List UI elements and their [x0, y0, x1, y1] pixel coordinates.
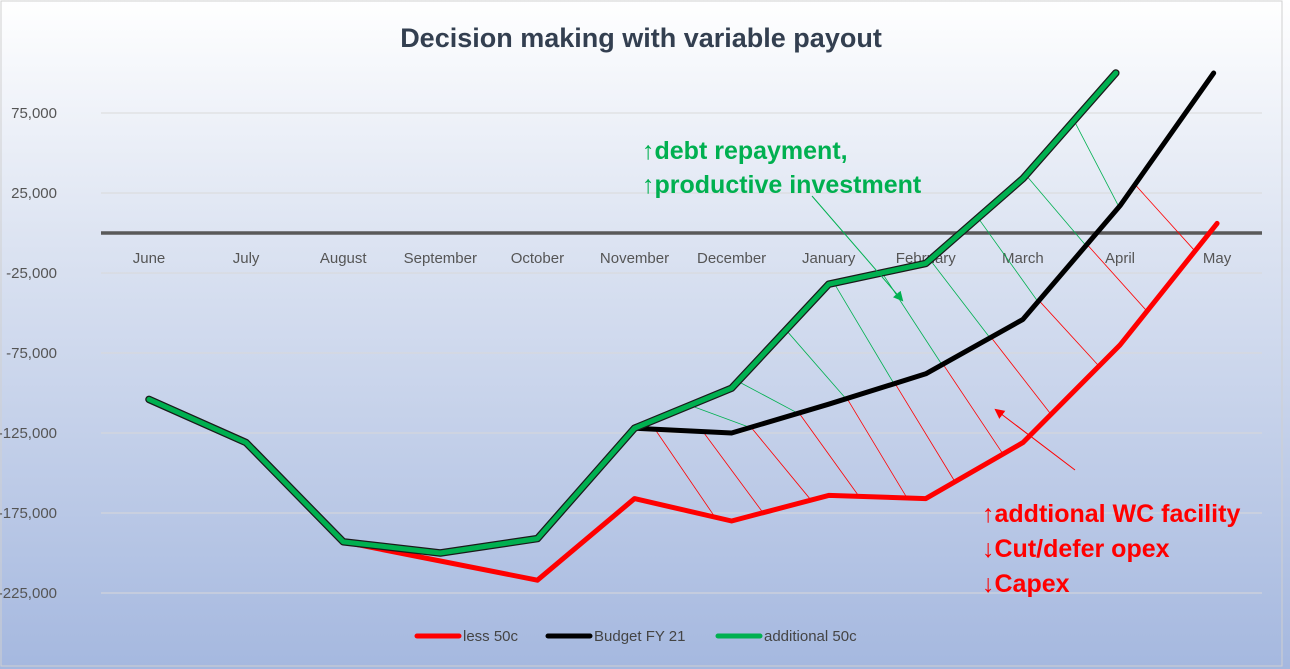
red-annotation-line-2: ↓Cut/defer opex: [982, 535, 1170, 563]
y-tick-label: -125,000: [0, 425, 57, 442]
red-annotation-line-3: ↓Capex: [982, 570, 1070, 598]
red-annotation-line-1: ↑addtional WC facility: [982, 500, 1240, 528]
green-annotation-line-1: ↑debt repayment,: [642, 137, 848, 165]
x-tick-label: May: [1203, 250, 1232, 267]
x-axis-tick-labels: June July August September October November De…: [133, 250, 1232, 267]
hatch-line-green: [785, 329, 847, 400]
x-tick-label: July: [233, 250, 260, 267]
hatch-line-green: [833, 282, 895, 384]
hatch-line-red: [702, 431, 764, 513]
hatch-red: [654, 184, 1196, 518]
hatch-line-green: [737, 380, 799, 414]
hatch-line-red: [1134, 184, 1196, 252]
y-tick-label: 75,000: [11, 105, 57, 122]
x-tick-label: September: [404, 250, 477, 267]
y-tick-label: 25,000: [11, 185, 57, 202]
green-annotation-line-2: ↑productive investment: [642, 171, 922, 199]
hatch-green: [689, 120, 1120, 428]
x-tick-label: October: [511, 250, 564, 267]
x-tick-label: January: [802, 250, 856, 267]
series-line-green: [146, 70, 1119, 556]
hatch-line-red: [1086, 244, 1148, 312]
green-arrow: [811, 195, 904, 302]
hatch-line-green: [1073, 120, 1120, 208]
x-tick-label: December: [697, 250, 766, 267]
hatch-line-red: [942, 363, 1004, 455]
legend-label: Budget FY 21: [594, 628, 685, 645]
y-axis-tick-labels: 75,000 25,000 -25,000 -75,000 -125,000 -175,0…: [0, 105, 57, 602]
x-tick-label: November: [600, 250, 669, 267]
series-lines: [145, 69, 1220, 583]
legend-label: additional 50c: [764, 628, 857, 645]
hatch-line-red: [990, 337, 1052, 415]
red-arrow: [994, 408, 1076, 471]
y-tick-label: -25,000: [6, 265, 57, 282]
y-tick-label: -175,000: [0, 505, 57, 522]
hatch-line-green: [1025, 174, 1087, 246]
hatch-line-red: [798, 412, 860, 497]
hatch-line-red: [1038, 300, 1100, 367]
legend: less 50c Budget FY 21 additional 50c: [414, 628, 857, 645]
chart-title: Decision making with variable payout: [400, 23, 882, 53]
hatch-line-green: [689, 404, 751, 428]
hatch-line-green: [929, 259, 991, 339]
y-tick-label: -225,000: [0, 585, 57, 602]
hatch-line-green: [977, 217, 1039, 302]
legend-label: less 50c: [463, 628, 519, 645]
x-tick-label: June: [133, 250, 166, 267]
x-tick-label: April: [1105, 250, 1135, 267]
hatch-line-red: [750, 426, 812, 501]
hatch-line-red: [894, 383, 956, 482]
hatch-line-red: [654, 428, 716, 518]
x-tick-label: August: [320, 250, 368, 267]
x-tick-label: March: [1002, 250, 1044, 267]
hatch-line-red: [846, 398, 908, 499]
y-tick-label: -75,000: [6, 345, 57, 362]
